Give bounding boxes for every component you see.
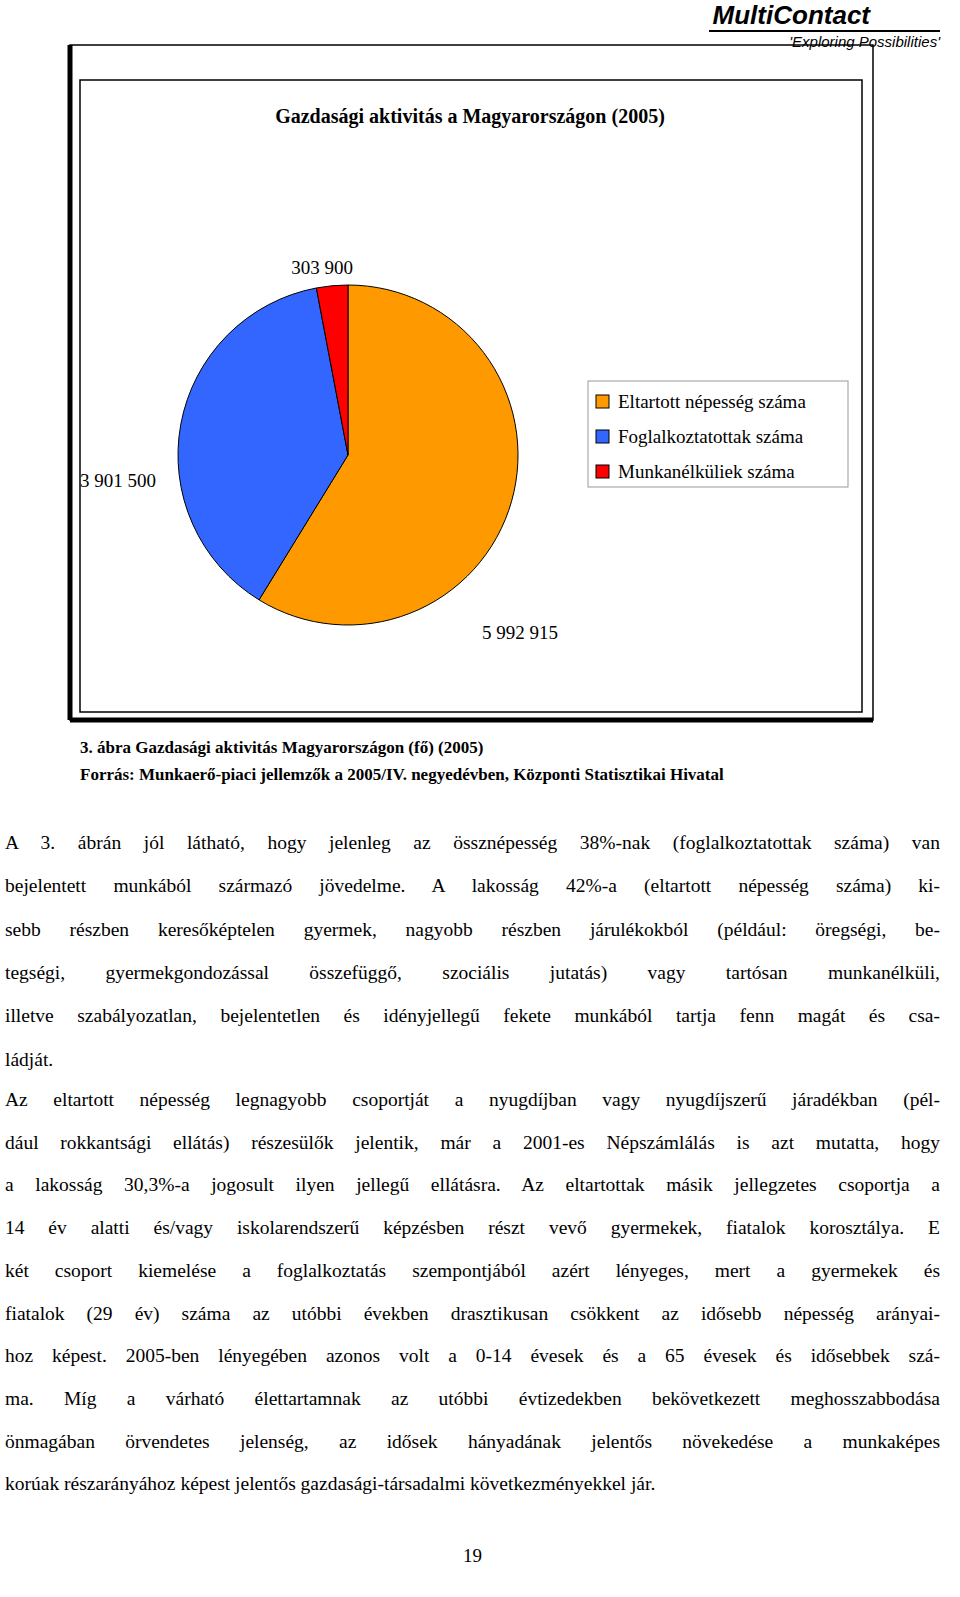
html-text:'Exploring Possibilities': 'Exploring Possibilities' [789, 33, 940, 50]
html-text:korúak részarányához képest je: korúak részarányához képest jelentős gaz… [5, 1473, 656, 1495]
html-text:ládját.: ládját. [5, 1048, 54, 1070]
svg-text:3 901 500: 3 901 500 [80, 470, 156, 491]
html-text:hoz képest. 2005-ben lényegébe: hoz képest. 2005-ben lényegében azonos v… [5, 1345, 940, 1367]
svg-text:Munkanélküliek száma: Munkanélküliek száma [618, 461, 795, 482]
html-text:önmagában örvendetes jelenség,: önmagában örvendetes jelenség, az idősek… [5, 1430, 940, 1452]
html-text:fiatalok (29 év) száma az utób: fiatalok (29 év) száma az utóbbi években… [5, 1302, 940, 1324]
html-text:a lakosság 30,3%-a jogosult il: a lakosság 30,3%-a jogosult ilyen jelleg… [5, 1174, 940, 1196]
html-text:MultiContact: MultiContact [712, 0, 870, 30]
svg-text:303 900: 303 900 [291, 257, 353, 278]
html-text:Forrás: Munkaerő-piaci jellemz: Forrás: Munkaerő-piaci jellemzők a 2005/… [80, 765, 724, 784]
svg-text:Gazdasági aktivitás a Magyaror: Gazdasági aktivitás a Magyarországon (20… [275, 105, 665, 128]
html-text:Az eltartott népesség legnagyo: Az eltartott népesség legnagyobb csoport… [5, 1089, 940, 1110]
svg-text:Foglalkoztatottak száma: Foglalkoztatottak száma [618, 426, 804, 447]
html-text:dául rokkantsági ellátás) rész: dául rokkantsági ellátás) részesülők jel… [5, 1131, 940, 1153]
svg-text:Eltartott népesség száma: Eltartott népesség száma [618, 391, 806, 412]
html-text:bejelentett munkából származó: bejelentett munkából származó jövedelme.… [5, 875, 940, 897]
html-text:14 év alatti és/vagy iskolaren: 14 év alatti és/vagy iskolarendszerű kép… [5, 1217, 940, 1239]
html-text:illetve szabályozatlan, bejele: illetve szabályozatlan, bejelentetlen és… [5, 1005, 940, 1027]
html-text:tegségi, gyermekgondozással ös: tegségi, gyermekgondozással összefüggő, … [5, 961, 940, 983]
html-text:3. ábra Gazdasági aktivitás Ma: 3. ábra Gazdasági aktivitás Magyarország… [80, 738, 484, 757]
svg-text:5 992 915: 5 992 915 [482, 622, 558, 643]
html-text:sebb részben keresőképtelen gy: sebb részben keresőképtelen gyermek, nag… [5, 918, 940, 940]
html-text:ma. Míg a várható élettartamna: ma. Míg a várható élettartamnak az utóbb… [5, 1387, 940, 1409]
html-text:A 3. ábrán jól látható, hogy j: A 3. ábrán jól látható, hogy jelenleg az… [5, 832, 940, 853]
html-text:19: 19 [463, 1545, 482, 1566]
html-text:két csoport kiemelése a foglal: két csoport kiemelése a foglalkoztatás s… [5, 1259, 940, 1281]
